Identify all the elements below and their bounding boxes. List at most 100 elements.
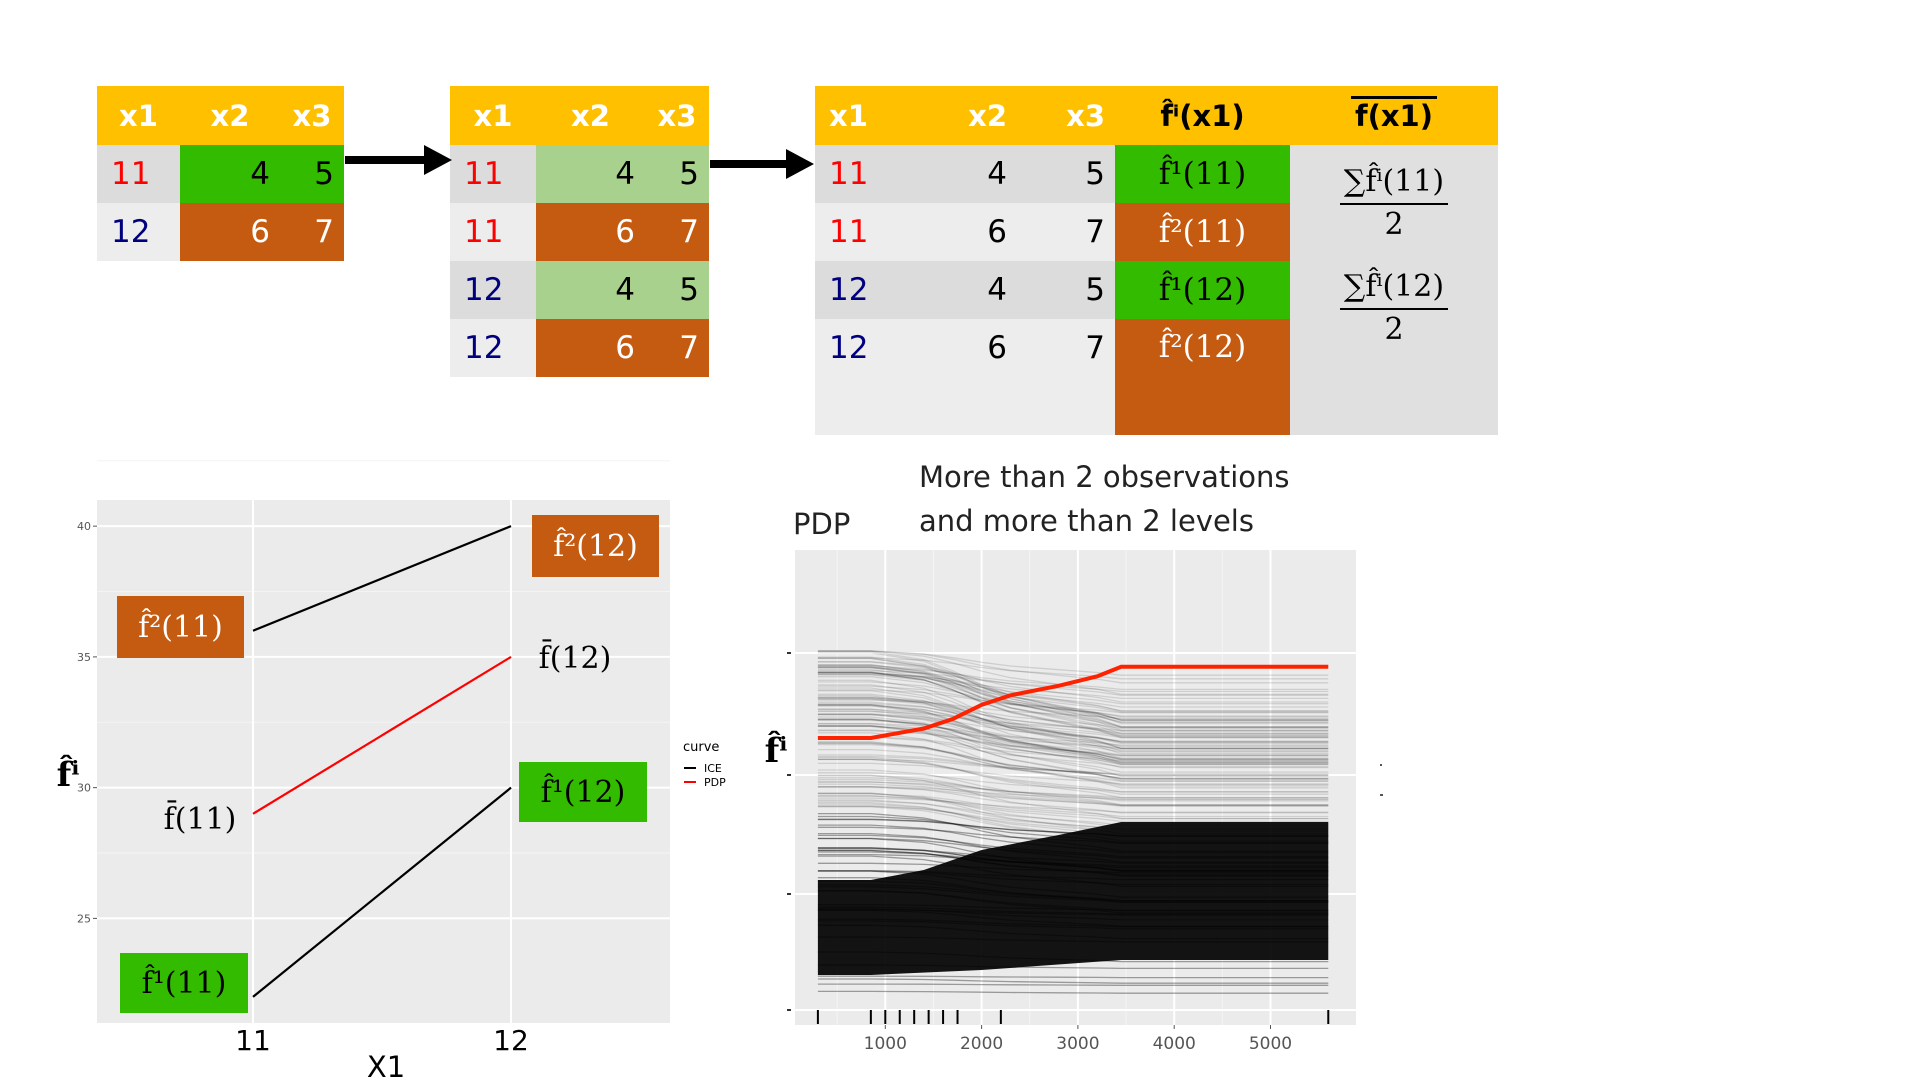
legend-entry-pdp: PDP (704, 776, 726, 789)
spacer-cell (815, 377, 912, 435)
header-x3: x3 (280, 86, 344, 145)
ice-curve (817, 754, 1329, 776)
fraction-denominator: 2 (1384, 207, 1404, 242)
ice-curve (817, 689, 1329, 714)
annotation-text: More than 2 observations and more than 2… (919, 455, 1290, 543)
ice-curve (817, 690, 1329, 752)
cell-x3: 5 (1017, 145, 1115, 203)
cell-f-hat: f̂²(12) (1115, 319, 1290, 435)
cell-x2: 4 (536, 261, 645, 319)
label-fbar-11: f̄(11) (163, 801, 237, 837)
cell-f-hat: f̂²(11) (1115, 203, 1290, 261)
cell-x1: 11 (815, 145, 912, 203)
cell-x3: 7 (1017, 319, 1115, 377)
cell-x3: 5 (645, 261, 709, 319)
ice-curve (817, 696, 1329, 735)
ice-curve (817, 797, 1329, 813)
ice-curve (817, 672, 1329, 737)
table-predictions: x1 x2 x3 f̂ⁱ(x1) f(x1) 11 4 5 f̂¹(11) ∑f… (815, 86, 1498, 435)
ice-curve (817, 708, 1329, 761)
ice-curve (817, 774, 1329, 820)
x-axis: 11 12 (235, 1024, 529, 1057)
ice-curve (817, 748, 1329, 783)
ice-curve (817, 714, 1329, 753)
ice-curve (817, 670, 1329, 693)
ice-curve (817, 676, 1329, 729)
y-axis-label: f̂ⁱ (57, 754, 80, 795)
ice-curve (817, 713, 1329, 751)
x-tick-label: 2000 (960, 1034, 1003, 1054)
ice-curve (817, 702, 1329, 737)
ice-curve (817, 701, 1329, 743)
table-header: x1 x2 x3 (450, 86, 709, 145)
cell-f-hat: f̂¹(12) (1115, 261, 1290, 319)
ice-curve (817, 725, 1329, 749)
ice-curve (817, 735, 1329, 762)
annotation-line-2: and more than 2 levels (919, 504, 1254, 538)
ice-curve (817, 684, 1329, 749)
cell-f-hat: f̂¹(11) (1115, 145, 1290, 203)
spacer-cell (912, 377, 1017, 435)
ice-curve (817, 696, 1329, 745)
ice-curve (817, 671, 1329, 738)
table-row: 12 6 7 f̂²(12) (815, 319, 1498, 435)
cell-x2: 6 (912, 203, 1017, 261)
ice-curve (817, 681, 1329, 718)
cell-x3: 7 (1017, 203, 1115, 261)
header-x1: x1 (815, 86, 912, 145)
ice-curve (817, 736, 1329, 768)
table-expanded: x1 x2 x3 11 4 5 11 6 7 12 4 5 12 6 7 (450, 86, 709, 377)
x-axis: 1000 2000 3000 4000 5000 (864, 1025, 1292, 1054)
cell-x1: 11 (450, 145, 536, 203)
ice-curve (817, 665, 1329, 728)
y-axis-ticks (787, 652, 791, 1011)
header-f-hat: f̂ⁱ(x1) (1115, 86, 1290, 145)
ice-curve (817, 741, 1329, 786)
cell-x2: 4 (180, 145, 280, 203)
ice-curve (817, 783, 1329, 807)
fraction-numerator: ∑f̂ⁱ(11) (1339, 164, 1449, 205)
cell-x2: 4 (912, 261, 1017, 319)
ice-curve (817, 671, 1329, 721)
ice-curve (817, 795, 1329, 823)
ice-curve (817, 758, 1329, 795)
ice-curve (817, 666, 1329, 723)
ice-curve (817, 705, 1329, 765)
cell-x1: 12 (450, 319, 536, 377)
ice-curve (817, 650, 1329, 695)
cell-f-bar-12: ∑f̂ⁱ(12) 2 (1290, 261, 1498, 435)
ice-curve (817, 674, 1329, 723)
header-x3: x3 (645, 86, 709, 145)
ice-curve (817, 774, 1329, 806)
y-tick-label: 30 (77, 782, 91, 795)
ice-curve (817, 673, 1329, 700)
ice-curve (817, 762, 1329, 785)
ice-curve (817, 725, 1329, 773)
ice-curve (817, 687, 1329, 755)
ice-curve (817, 704, 1329, 763)
ice-curve (817, 704, 1329, 747)
label-f1-12: f̂¹(12) (519, 762, 647, 822)
legend-title: curve (683, 740, 719, 755)
ice-curve (817, 781, 1329, 806)
cell-x3: 7 (645, 319, 709, 377)
legend: curve ICE PDP (683, 740, 726, 789)
ice-curve (817, 975, 1329, 979)
ice-curve (817, 786, 1329, 807)
cell-x2: 4 (912, 145, 1017, 203)
plot-panel (97, 500, 670, 1023)
fraction-denominator: 2 (1384, 312, 1404, 347)
y-tick-label: 25 (77, 912, 91, 925)
y-tick-label: 35 (77, 651, 91, 664)
ice-curve (817, 666, 1329, 735)
ice-curve (817, 772, 1329, 793)
header-x1: x1 (97, 86, 180, 145)
ice-curve (817, 650, 1329, 684)
ice-curve (817, 723, 1329, 766)
header-x1: x1 (450, 86, 536, 145)
chart-title: PDP (793, 507, 850, 541)
fraction-numerator: ∑f̂ⁱ(12) (1339, 269, 1449, 310)
ice-curve (817, 704, 1329, 743)
table-row: 12 4 5 f̂¹(12) ∑f̂ⁱ(12) 2 (815, 261, 1498, 435)
y-axis-label: f̂ⁱ (765, 730, 788, 771)
